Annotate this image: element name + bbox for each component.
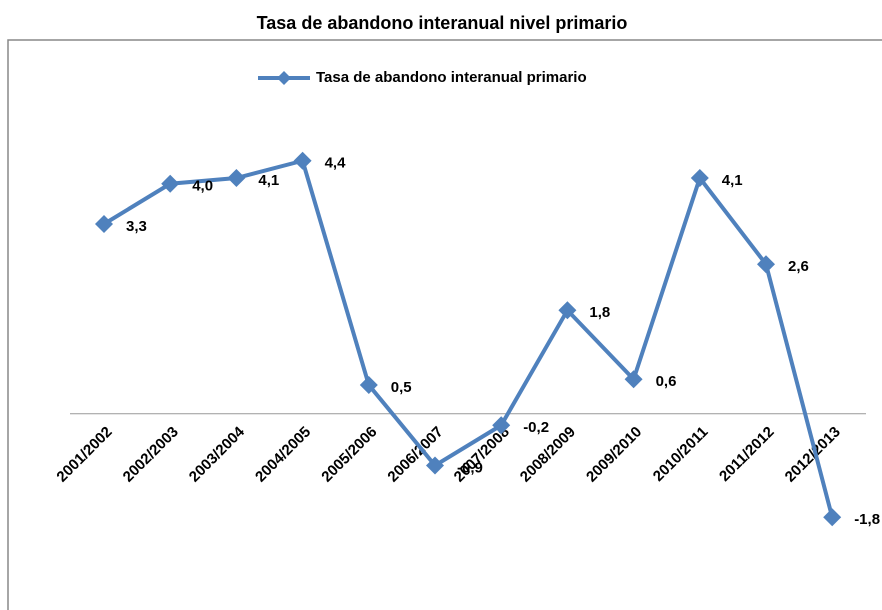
data-point <box>757 255 775 274</box>
data-point <box>690 169 709 187</box>
plot-frame <box>7 39 882 610</box>
data-label: -0,9 <box>457 459 483 476</box>
data-point <box>624 370 643 389</box>
data-point <box>823 508 842 527</box>
data-label: 3,3 <box>126 218 147 235</box>
data-label: 4,1 <box>722 172 743 189</box>
data-point <box>558 301 577 320</box>
data-label: 0,5 <box>391 379 412 396</box>
legend-marker <box>277 71 291 85</box>
data-point <box>426 456 444 475</box>
data-label: 2,6 <box>788 258 809 275</box>
data-point <box>227 169 246 187</box>
series-line <box>102 158 835 518</box>
data-point <box>293 151 312 170</box>
data-point <box>161 174 180 193</box>
data-label: 4,0 <box>192 178 213 195</box>
data-point <box>492 416 511 435</box>
data-point <box>359 376 378 394</box>
data-label: 4,4 <box>325 155 347 172</box>
data-label: -1,8 <box>854 511 880 528</box>
data-label: 0,6 <box>656 373 677 390</box>
chart-title: Tasa de abandono interanual nivel primar… <box>257 13 628 33</box>
data-label: 4,1 <box>258 172 279 189</box>
legend-label: Tasa de abandono interanual primario <box>316 69 587 86</box>
data-label: 1,8 <box>589 304 610 321</box>
data-point <box>95 215 113 233</box>
data-label: -0,2 <box>523 419 549 436</box>
